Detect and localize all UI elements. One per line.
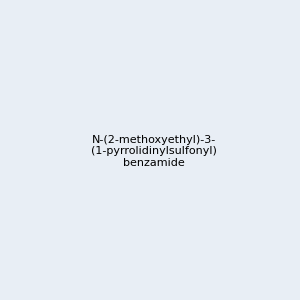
Text: N-(2-methoxyethyl)-3-
(1-pyrrolidinylsulfonyl)
benzamide: N-(2-methoxyethyl)-3- (1-pyrrolidinylsul… bbox=[91, 135, 217, 168]
